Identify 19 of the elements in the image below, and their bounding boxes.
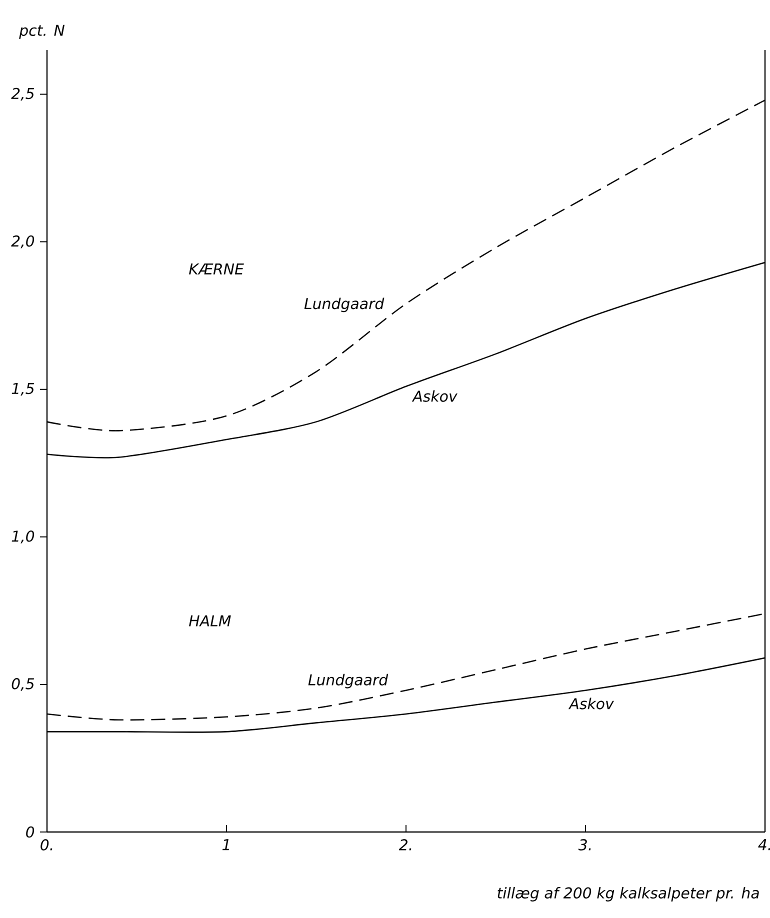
series-label: Lundgaard [308, 674, 388, 688]
y-tick-label: 1,5 [12, 383, 34, 396]
annotation: KÆRNE [189, 264, 244, 274]
series-label: Askov [412, 390, 458, 402]
x-tick-label: 0. [40, 839, 52, 850]
x-axis-title: tillæg af 200 kg kalksalpeter pr. ha [498, 887, 759, 902]
x-tick-label: 1 [222, 839, 229, 850]
annotation: HALM [189, 615, 231, 626]
x-tick-label: 2. [398, 839, 412, 850]
y-tick-label: 0 [26, 826, 34, 838]
y-tick-label: 2,0 [11, 235, 34, 248]
y-tick-label: 2,5 [11, 88, 34, 101]
y-tick-label: 0,5 [12, 678, 34, 691]
series-label: Askov [568, 698, 614, 710]
series-label: Lundgaard [304, 298, 384, 312]
y-tick-label: 1,0 [12, 530, 34, 544]
x-tick-label: 4. [758, 839, 770, 850]
y-axis-title: pct. N [19, 24, 65, 39]
x-tick-label: 3. [578, 839, 591, 850]
